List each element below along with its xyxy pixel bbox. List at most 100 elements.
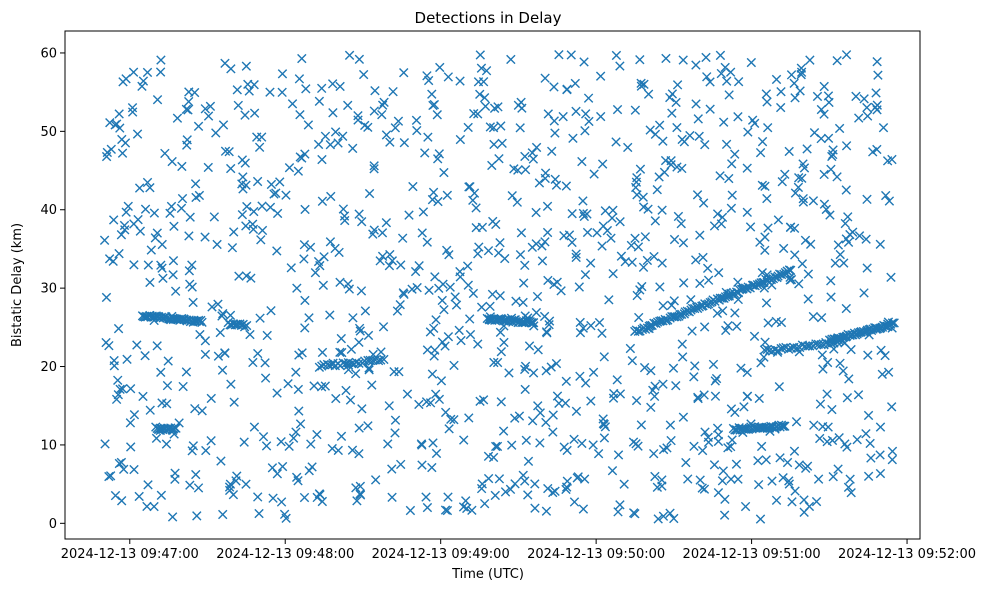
detection-point bbox=[583, 93, 594, 103]
detection-point bbox=[796, 69, 806, 80]
detection-point bbox=[101, 151, 112, 162]
detection-point bbox=[429, 323, 439, 333]
detection-point bbox=[787, 497, 797, 507]
detection-point bbox=[712, 308, 723, 319]
detection-point bbox=[314, 362, 325, 373]
detection-point bbox=[871, 88, 881, 98]
detection-point bbox=[320, 131, 331, 141]
detection-point bbox=[113, 389, 124, 400]
detection-point bbox=[156, 55, 166, 65]
detection-point bbox=[355, 481, 366, 492]
detection-point bbox=[390, 415, 401, 425]
detection-point bbox=[665, 508, 675, 518]
detection-point bbox=[884, 196, 895, 206]
detection-point bbox=[809, 127, 820, 138]
detection-point bbox=[127, 107, 138, 117]
detection-point bbox=[254, 508, 264, 519]
detection-point bbox=[615, 61, 625, 71]
detection-point bbox=[556, 286, 566, 296]
detection-point bbox=[145, 182, 155, 193]
detection-point bbox=[485, 301, 495, 312]
detection-point bbox=[703, 432, 713, 442]
detection-point bbox=[561, 376, 572, 387]
detection-point bbox=[327, 443, 337, 454]
detection-point bbox=[524, 341, 535, 351]
detection-point bbox=[528, 318, 539, 328]
detection-point bbox=[213, 299, 223, 309]
detection-point bbox=[146, 245, 156, 255]
detection-point bbox=[800, 235, 811, 245]
detection-point bbox=[169, 221, 179, 232]
detection-point bbox=[677, 339, 687, 349]
detection-point bbox=[570, 78, 580, 89]
detection-point bbox=[531, 207, 541, 218]
detection-point bbox=[541, 506, 552, 516]
detection-point bbox=[760, 337, 770, 347]
y-axis: 0 10 20 30 40 50 60 bbox=[40, 46, 65, 532]
x-axis: 2024-12-13 09:47:00 2024-12-13 09:48:00 20… bbox=[61, 539, 976, 562]
detection-point bbox=[506, 54, 516, 65]
detection-point bbox=[142, 177, 153, 188]
detection-point bbox=[150, 233, 161, 243]
detection-point bbox=[585, 258, 596, 268]
detection-point bbox=[794, 460, 805, 470]
detection-point bbox=[586, 320, 596, 331]
detection-point bbox=[170, 286, 181, 296]
detection-point bbox=[113, 323, 124, 334]
detection-point bbox=[705, 104, 715, 114]
detection-point bbox=[344, 284, 355, 294]
detection-point bbox=[277, 87, 287, 98]
detection-point bbox=[303, 120, 314, 130]
detection-point bbox=[717, 476, 728, 486]
detection-point bbox=[632, 290, 642, 301]
detection-point bbox=[568, 133, 578, 144]
detection-point bbox=[517, 103, 527, 113]
detection-point bbox=[845, 474, 855, 484]
detection-point bbox=[666, 159, 676, 170]
detection-point bbox=[653, 514, 663, 524]
detection-point bbox=[192, 511, 202, 521]
detection-point bbox=[527, 416, 538, 426]
detection-point bbox=[572, 473, 582, 483]
y-axis-label: Bistatic Delay (km) bbox=[10, 223, 25, 347]
detection-point bbox=[813, 474, 824, 484]
detection-point bbox=[822, 357, 833, 368]
detection-point bbox=[669, 513, 679, 524]
detection-point bbox=[805, 341, 815, 351]
detection-point bbox=[726, 203, 737, 214]
detection-point bbox=[428, 438, 438, 448]
detection-point bbox=[819, 109, 829, 119]
detection-point bbox=[399, 67, 409, 78]
detection-point bbox=[475, 89, 485, 99]
detection-point bbox=[877, 369, 887, 380]
detection-point bbox=[458, 502, 469, 512]
detection-point bbox=[742, 163, 752, 173]
detection-point bbox=[414, 261, 424, 271]
detection-point bbox=[117, 134, 127, 145]
detection-point bbox=[277, 69, 288, 79]
detection-point bbox=[317, 496, 328, 507]
detection-point bbox=[449, 360, 459, 371]
detection-point bbox=[356, 286, 367, 296]
detection-point bbox=[242, 201, 252, 212]
detection-point bbox=[566, 50, 576, 60]
detection-point bbox=[129, 464, 139, 475]
detection-point bbox=[209, 212, 220, 222]
detection-point bbox=[393, 116, 404, 126]
detection-point bbox=[761, 455, 771, 465]
detection-point bbox=[387, 464, 397, 474]
detection-point bbox=[421, 397, 432, 407]
detection-point bbox=[689, 441, 699, 452]
detection-point bbox=[757, 180, 768, 191]
detection-point bbox=[326, 191, 336, 202]
y-tick-label: 50 bbox=[40, 125, 57, 140]
detection-point bbox=[498, 426, 509, 436]
detection-point bbox=[430, 345, 440, 355]
detection-point bbox=[99, 235, 110, 245]
detection-point bbox=[732, 321, 742, 332]
detection-point bbox=[417, 440, 427, 450]
detection-point bbox=[815, 399, 826, 409]
detection-point bbox=[385, 137, 395, 147]
detection-point bbox=[859, 288, 869, 298]
